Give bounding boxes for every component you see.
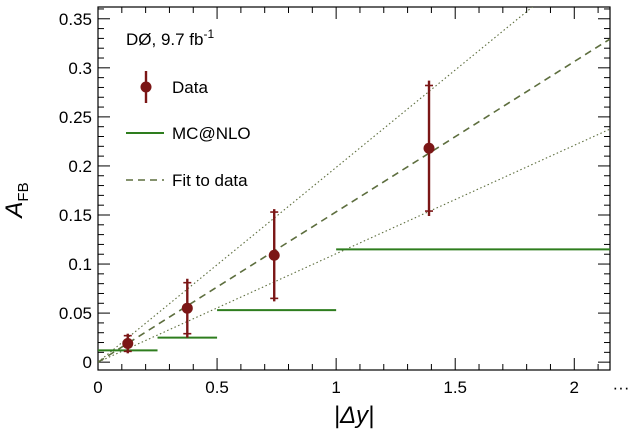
x-tick-label: 0 — [93, 378, 102, 397]
data-point — [181, 302, 193, 314]
x-tick-label: 0.5 — [205, 378, 229, 397]
experiment-label: DØ, 9.7 fb-1 — [126, 27, 214, 49]
x-tick-label: 1 — [331, 378, 340, 397]
x-axis-continuation: ··· — [613, 378, 630, 397]
y-tick-label: 0.2 — [68, 157, 92, 176]
plot-frame — [97, 6, 611, 371]
y-tick-label: 0.3 — [68, 59, 92, 78]
y-tick-label: 0.1 — [68, 255, 92, 274]
legend-data-label: Data — [172, 78, 208, 97]
y-tick-label: 0.35 — [59, 10, 92, 29]
legend-entry-mc: MC@NLO — [126, 124, 251, 143]
plot-area: 0 0.05 0.1 0.15 0.2 0.25 0.3 0.35 0 0.5 1 1.5 2 — [59, 6, 611, 397]
y-tick-label: 0 — [83, 353, 92, 372]
x-axis-title: |Δy| — [334, 402, 375, 429]
data-point — [268, 249, 280, 261]
data-point — [423, 142, 435, 154]
legend-entry-data: Data — [140, 71, 208, 103]
x-tick-label: 1.5 — [443, 378, 467, 397]
y-axis-title: AFB — [1, 182, 32, 219]
data-point — [122, 338, 134, 350]
y-tick-label: 0.15 — [59, 206, 92, 225]
data-layer — [122, 80, 435, 354]
fit-uncertainty-line — [98, 128, 610, 363]
legend: DØ, 9.7 fb-1 Data MC@NLO Fit to data — [126, 27, 251, 190]
legend-fit-label: Fit to data — [172, 171, 248, 190]
x-tick-label: 2 — [570, 378, 579, 397]
y-axis-title-sub: FB — [15, 182, 32, 201]
legend-entry-fit: Fit to data — [126, 171, 248, 190]
legend-data-marker — [140, 81, 152, 93]
y-tick-label: 0.25 — [59, 108, 92, 127]
y-axis-title-main: A — [1, 202, 28, 220]
legend-mc-label: MC@NLO — [172, 124, 251, 143]
y-axis-ticks: 0 0.05 0.1 0.15 0.2 0.25 0.3 0.35 — [59, 8, 610, 372]
svg-text:AFB: AFB — [1, 182, 32, 219]
y-tick-label: 0.05 — [59, 304, 92, 323]
